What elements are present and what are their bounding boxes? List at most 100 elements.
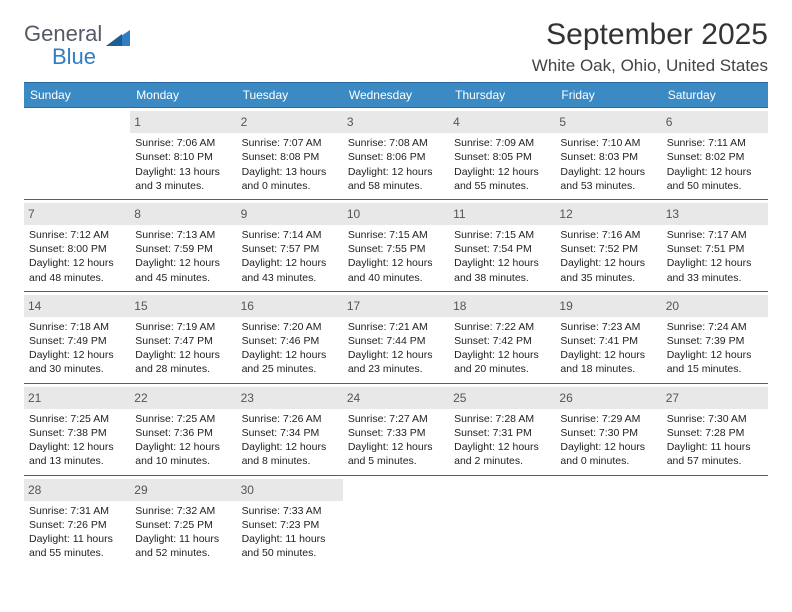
sunset-text: Sunset: 8:00 PM [29, 242, 125, 256]
daylight-text: Daylight: 12 hours and 43 minutes. [242, 256, 338, 284]
sunrise-text: Sunrise: 7:15 AM [348, 228, 444, 242]
day-number: 30 [237, 479, 343, 501]
week-row: 28Sunrise: 7:31 AMSunset: 7:26 PMDayligh… [24, 475, 768, 567]
week-row: 14Sunrise: 7:18 AMSunset: 7:49 PMDayligh… [24, 291, 768, 383]
sunset-text: Sunset: 7:34 PM [242, 426, 338, 440]
sunset-text: Sunset: 7:46 PM [242, 334, 338, 348]
header-right: September 2025 White Oak, Ohio, United S… [532, 18, 768, 76]
sunset-text: Sunset: 7:38 PM [29, 426, 125, 440]
day-number: 6 [662, 111, 768, 133]
day-cell: 30Sunrise: 7:33 AMSunset: 7:23 PMDayligh… [237, 476, 343, 567]
logo-triangle-icon [106, 28, 132, 48]
day-number: 20 [662, 295, 768, 317]
daylight-text: Daylight: 12 hours and 53 minutes. [560, 165, 656, 193]
day-number: 23 [237, 387, 343, 409]
week-row: 7Sunrise: 7:12 AMSunset: 8:00 PMDaylight… [24, 199, 768, 291]
day-cell: 17Sunrise: 7:21 AMSunset: 7:44 PMDayligh… [343, 292, 449, 383]
week-row: 21Sunrise: 7:25 AMSunset: 7:38 PMDayligh… [24, 383, 768, 475]
daylight-text: Daylight: 12 hours and 45 minutes. [135, 256, 231, 284]
daylight-text: Daylight: 12 hours and 5 minutes. [348, 440, 444, 468]
day-cell [24, 108, 130, 199]
sunrise-text: Sunrise: 7:10 AM [560, 136, 656, 150]
sunset-text: Sunset: 7:36 PM [135, 426, 231, 440]
sunset-text: Sunset: 7:59 PM [135, 242, 231, 256]
dow-wed: Wednesday [343, 83, 449, 107]
sunrise-text: Sunrise: 7:26 AM [242, 412, 338, 426]
daylight-text: Daylight: 12 hours and 55 minutes. [454, 165, 550, 193]
daylight-text: Daylight: 12 hours and 2 minutes. [454, 440, 550, 468]
sunrise-text: Sunrise: 7:25 AM [135, 412, 231, 426]
day-number: 4 [449, 111, 555, 133]
sunrise-text: Sunrise: 7:30 AM [667, 412, 763, 426]
sunset-text: Sunset: 8:05 PM [454, 150, 550, 164]
sunset-text: Sunset: 8:06 PM [348, 150, 444, 164]
sunset-text: Sunset: 7:39 PM [667, 334, 763, 348]
daylight-text: Daylight: 11 hours and 50 minutes. [242, 532, 338, 560]
sunset-text: Sunset: 7:28 PM [667, 426, 763, 440]
calendar-grid: Sunday Monday Tuesday Wednesday Thursday… [24, 82, 768, 566]
sunset-text: Sunset: 7:54 PM [454, 242, 550, 256]
daylight-text: Daylight: 12 hours and 25 minutes. [242, 348, 338, 376]
sunrise-text: Sunrise: 7:28 AM [454, 412, 550, 426]
sunrise-text: Sunrise: 7:25 AM [29, 412, 125, 426]
sunset-text: Sunset: 7:42 PM [454, 334, 550, 348]
daylight-text: Daylight: 12 hours and 20 minutes. [454, 348, 550, 376]
calendar-page: General Blue September 2025 White Oak, O… [0, 0, 792, 576]
day-cell [662, 476, 768, 567]
sunset-text: Sunset: 7:44 PM [348, 334, 444, 348]
day-number: 22 [130, 387, 236, 409]
sunrise-text: Sunrise: 7:08 AM [348, 136, 444, 150]
logo: General Blue [24, 18, 132, 68]
day-number: 5 [555, 111, 661, 133]
day-cell: 18Sunrise: 7:22 AMSunset: 7:42 PMDayligh… [449, 292, 555, 383]
sunrise-text: Sunrise: 7:12 AM [29, 228, 125, 242]
sunrise-text: Sunrise: 7:07 AM [242, 136, 338, 150]
logo-text: General Blue [24, 22, 102, 68]
day-cell: 26Sunrise: 7:29 AMSunset: 7:30 PMDayligh… [555, 384, 661, 475]
day-number: 21 [24, 387, 130, 409]
sunrise-text: Sunrise: 7:09 AM [454, 136, 550, 150]
day-number: 11 [449, 203, 555, 225]
day-number: 2 [237, 111, 343, 133]
day-cell: 11Sunrise: 7:15 AMSunset: 7:54 PMDayligh… [449, 200, 555, 291]
day-number: 10 [343, 203, 449, 225]
dow-mon: Monday [130, 83, 236, 107]
day-cell: 14Sunrise: 7:18 AMSunset: 7:49 PMDayligh… [24, 292, 130, 383]
week-row: 1Sunrise: 7:06 AMSunset: 8:10 PMDaylight… [24, 107, 768, 199]
day-cell: 5 Sunrise: 7:10 AMSunset: 8:03 PMDaylight… [555, 108, 661, 199]
day-number: 24 [343, 387, 449, 409]
logo-line1: General [24, 22, 102, 45]
daylight-text: Daylight: 13 hours and 3 minutes. [135, 165, 231, 193]
day-cell: 15Sunrise: 7:19 AMSunset: 7:47 PMDayligh… [130, 292, 236, 383]
daylight-text: Daylight: 12 hours and 58 minutes. [348, 165, 444, 193]
sunset-text: Sunset: 7:47 PM [135, 334, 231, 348]
daylight-text: Daylight: 12 hours and 10 minutes. [135, 440, 231, 468]
sunrise-text: Sunrise: 7:19 AM [135, 320, 231, 334]
sunset-text: Sunset: 7:41 PM [560, 334, 656, 348]
sunset-text: Sunset: 7:55 PM [348, 242, 444, 256]
day-number: 8 [130, 203, 236, 225]
daylight-text: Daylight: 12 hours and 30 minutes. [29, 348, 125, 376]
sunrise-text: Sunrise: 7:16 AM [560, 228, 656, 242]
sunset-text: Sunset: 7:51 PM [667, 242, 763, 256]
sunrise-text: Sunrise: 7:13 AM [135, 228, 231, 242]
day-cell: 20Sunrise: 7:24 AMSunset: 7:39 PMDayligh… [662, 292, 768, 383]
month-title: September 2025 [532, 18, 768, 52]
sunrise-text: Sunrise: 7:33 AM [242, 504, 338, 518]
daylight-text: Daylight: 12 hours and 48 minutes. [29, 256, 125, 284]
sunset-text: Sunset: 8:03 PM [560, 150, 656, 164]
sunset-text: Sunset: 7:33 PM [348, 426, 444, 440]
day-cell: 7Sunrise: 7:12 AMSunset: 8:00 PMDaylight… [24, 200, 130, 291]
daylight-text: Daylight: 11 hours and 57 minutes. [667, 440, 763, 468]
sunrise-text: Sunrise: 7:29 AM [560, 412, 656, 426]
day-number: 14 [24, 295, 130, 317]
sunrise-text: Sunrise: 7:18 AM [29, 320, 125, 334]
daylight-text: Daylight: 12 hours and 0 minutes. [560, 440, 656, 468]
sunset-text: Sunset: 8:10 PM [135, 150, 231, 164]
daylight-text: Daylight: 12 hours and 28 minutes. [135, 348, 231, 376]
sunrise-text: Sunrise: 7:15 AM [454, 228, 550, 242]
day-number: 16 [237, 295, 343, 317]
sunset-text: Sunset: 7:25 PM [135, 518, 231, 532]
day-of-week-header: Sunday Monday Tuesday Wednesday Thursday… [24, 83, 768, 107]
sunset-text: Sunset: 8:08 PM [242, 150, 338, 164]
